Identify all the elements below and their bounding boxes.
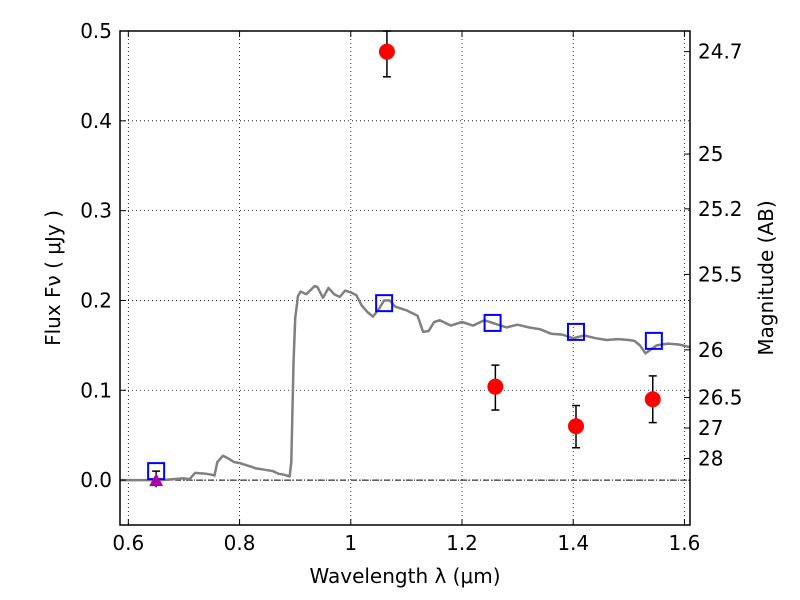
observed-point-1: [487, 378, 504, 395]
axis-ticks: 0.6 0.8 1 1.2 1.4 1.6 0.0 0.1 0.2 0.3 0.4 0.5 24.7 25…: [80, 19, 742, 555]
model-spectrum-line: [120, 284, 691, 482]
y-axis-title: Flux Fν ( μJy ): [41, 210, 65, 346]
model-band-square-3: [567, 322, 585, 341]
y-tick-label-0: 0.0: [80, 468, 112, 492]
y2-tick-label-4: 26: [698, 338, 723, 362]
y-tick-label-3: 0.3: [80, 199, 112, 223]
observed-point-2: [568, 418, 584, 435]
x-tick-label-2: 1: [344, 531, 357, 555]
observed-point-3: [644, 391, 661, 408]
y2-axis-title: Magnitude (AB): [754, 200, 778, 355]
y2-tick-label-0: 24.7: [698, 40, 743, 64]
x-tick-label-5: 1.6: [669, 531, 701, 555]
y-tick-label-1: 0.1: [80, 378, 112, 402]
x-tick-label-1: 0.8: [224, 531, 256, 555]
model-band-square-4: [644, 331, 663, 350]
y-tick-label-2: 0.2: [80, 288, 112, 312]
observed-point-0: [378, 43, 395, 60]
model-band-square-1: [375, 294, 394, 313]
y2-tick-label-3: 25.5: [698, 262, 743, 286]
y-tick-label-5: 0.5: [80, 19, 112, 43]
model-band-square-2: [483, 313, 502, 332]
y2-tick-label-1: 25: [698, 142, 723, 166]
plot-frame: [119, 30, 691, 526]
y2-tick-label-6: 27: [698, 416, 723, 440]
x-tick-label-4: 1.4: [557, 531, 589, 555]
y2-tick-label-2: 25.2: [698, 197, 743, 221]
x-axis-title: Wavelength λ (μm): [309, 564, 500, 588]
y2-tick-label-7: 28: [698, 447, 723, 471]
x-tick-label-0: 0.6: [112, 531, 144, 555]
plot-background: [120, 31, 690, 525]
x-tick-label-3: 1.2: [446, 531, 478, 555]
y-tick-label-4: 0.4: [80, 109, 112, 133]
upper-limit-triangle-0: [149, 473, 164, 487]
y2-tick-label-5: 26.5: [698, 385, 743, 409]
